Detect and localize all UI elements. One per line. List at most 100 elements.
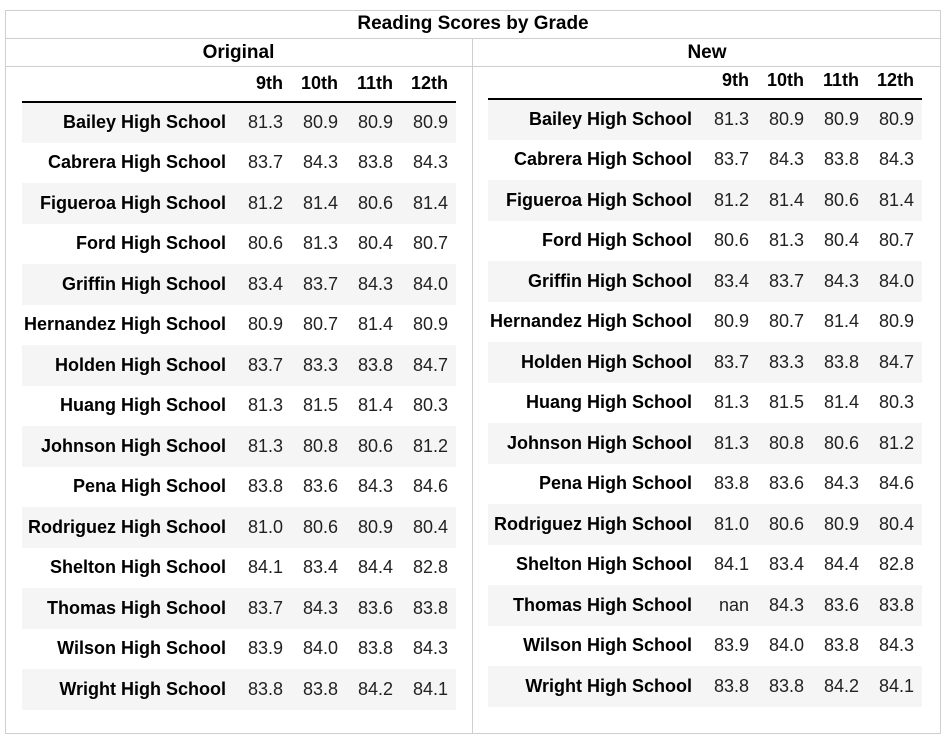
score-cell: 83.7 [768, 270, 804, 291]
score-cell: 81.3 [768, 230, 804, 251]
score-cell: 81.4 [823, 311, 859, 332]
score-cell: 83.8 [357, 152, 393, 173]
score-cell: 80.6 [357, 192, 393, 213]
score-cell: 84.3 [357, 273, 393, 294]
score-cell: 80.9 [878, 311, 914, 332]
score-cell: 80.6 [302, 516, 338, 537]
score-cell: 83.8 [878, 594, 914, 615]
score-cell: 80.9 [713, 311, 749, 332]
score-cell: 81.0 [247, 516, 283, 537]
score-cell: 80.9 [768, 109, 804, 130]
score-cell: 80.4 [823, 230, 859, 251]
score-cell: 84.0 [878, 270, 914, 291]
score-cell: 82.8 [412, 557, 448, 578]
score-cell: 84.3 [412, 638, 448, 659]
score-cell: 81.4 [823, 392, 859, 413]
score-cell: 83.8 [412, 597, 448, 618]
school-name: Rodriguez High School [494, 513, 692, 534]
table-row: Figueroa High School 81.2 81.4 80.6 81.4 [488, 180, 922, 221]
school-name: Pena High School [538, 473, 692, 494]
score-cell: 81.3 [713, 109, 749, 130]
school-name: Ford High School [76, 233, 226, 254]
score-cell: 83.8 [357, 638, 393, 659]
table-row: Rodriguez High School 81.0 80.6 80.9 80.4 [22, 507, 456, 548]
school-name: Ford High School [542, 230, 692, 251]
table-row: Griffin High School 83.4 83.7 84.3 84.0 [22, 264, 456, 305]
table-row: Thomas High School 83.7 84.3 83.6 83.8 [22, 588, 456, 629]
table-row: Cabrera High School 83.7 84.3 83.8 84.3 [22, 142, 456, 183]
score-cell: 82.8 [878, 554, 914, 575]
score-cell: 84.3 [302, 597, 338, 618]
score-cell: 81.4 [768, 189, 804, 210]
table-row: Cabrera High School 83.7 84.3 83.8 84.3 [488, 139, 922, 180]
score-cell: 80.6 [713, 230, 749, 251]
table-row: Huang High School 81.3 81.5 81.4 80.3 [488, 382, 922, 423]
score-cell: 80.9 [357, 112, 393, 133]
score-cell: 84.3 [302, 152, 338, 173]
section-divider [472, 39, 473, 734]
original-section-label: Original [5, 39, 473, 67]
school-name: Figueroa High School [39, 192, 226, 213]
table-row: Johnson High School 81.3 80.8 80.6 81.2 [22, 426, 456, 467]
school-name: Huang High School [60, 395, 226, 416]
comparison-frame [5, 10, 941, 734]
score-cell: 80.9 [357, 516, 393, 537]
column-header: 11th [346, 66, 401, 103]
score-cell: 84.4 [823, 554, 859, 575]
column-header: 10th [291, 66, 346, 103]
table-row: Figueroa High School 81.2 81.4 80.6 81.4 [22, 183, 456, 224]
score-cell: 84.3 [878, 149, 914, 170]
table-row: Shelton High School 84.1 83.4 84.4 82.8 [22, 547, 456, 588]
table-row: Bailey High School 81.3 80.9 80.9 80.9 [22, 102, 456, 143]
score-cell: 80.3 [878, 392, 914, 413]
score-cell: 81.2 [713, 189, 749, 210]
school-name: Thomas High School [46, 597, 226, 618]
table-row: Holden High School 83.7 83.3 83.8 84.7 [488, 342, 922, 383]
school-name: Wright High School [59, 678, 226, 699]
score-cell: 83.8 [768, 675, 804, 696]
score-cell: 83.7 [247, 354, 283, 375]
score-cell: 81.0 [713, 513, 749, 534]
score-cell: 83.7 [247, 152, 283, 173]
school-name: Cabrera High School [513, 149, 692, 170]
column-header: 9th [702, 63, 757, 100]
score-cell: 80.6 [357, 435, 393, 456]
score-cell: 83.8 [823, 635, 859, 656]
score-cell: 80.4 [357, 233, 393, 254]
score-cell: 81.5 [302, 395, 338, 416]
school-name: Thomas High School [512, 594, 692, 615]
score-cell: 80.9 [302, 112, 338, 133]
score-cell: 81.3 [247, 435, 283, 456]
score-cell: 81.4 [357, 314, 393, 335]
score-cell: 81.3 [302, 233, 338, 254]
score-cell: 83.4 [302, 557, 338, 578]
score-cell: 81.3 [247, 112, 283, 133]
table-row: Hernandez High School 80.9 80.7 81.4 80.9 [488, 301, 922, 342]
score-cell: 83.8 [302, 678, 338, 699]
score-cell: 81.4 [412, 192, 448, 213]
score-cell: 80.6 [823, 189, 859, 210]
score-cell: 83.8 [713, 675, 749, 696]
score-cell: 83.7 [247, 597, 283, 618]
column-header: 10th [757, 63, 812, 100]
score-cell: 83.7 [713, 351, 749, 372]
school-name: Pena High School [72, 476, 226, 497]
score-cell: 84.6 [878, 473, 914, 494]
score-cell: 84.3 [768, 594, 804, 615]
school-name: Johnson High School [507, 432, 692, 453]
school-name: Wilson High School [523, 635, 692, 656]
score-cell: 84.3 [357, 476, 393, 497]
score-cell: 84.6 [412, 476, 448, 497]
score-cell: 84.7 [878, 351, 914, 372]
score-cell: 81.2 [878, 432, 914, 453]
table-row: Pena High School 83.8 83.6 84.3 84.6 [22, 466, 456, 507]
score-cell: 83.6 [768, 473, 804, 494]
header-row: 9th 10th 11th 12th [488, 63, 922, 100]
school-name: Hernandez High School [489, 311, 692, 332]
header-row: 9th 10th 11th 12th [22, 66, 456, 103]
school-name: Hernandez High School [23, 314, 226, 335]
school-name: Bailey High School [62, 112, 226, 133]
score-cell: 80.7 [412, 233, 448, 254]
school-name: Wright High School [525, 675, 692, 696]
score-cell: 84.2 [823, 675, 859, 696]
